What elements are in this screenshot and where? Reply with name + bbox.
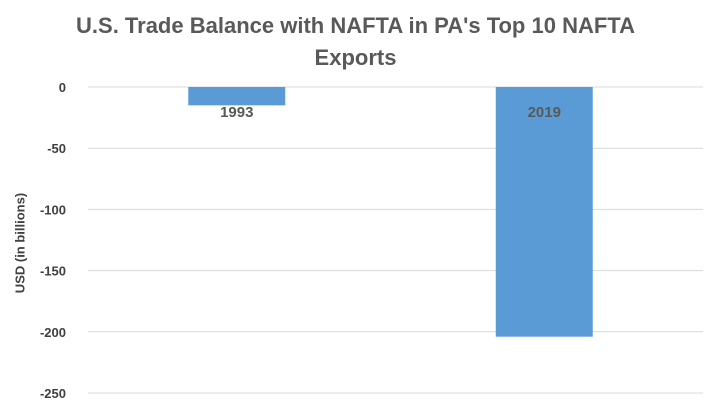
y-tick-label: -200 (40, 325, 66, 340)
chart-title: U.S. Trade Balance with NAFTA in PA's To… (0, 10, 711, 74)
bar (495, 87, 593, 337)
y-tick-label: -50 (47, 141, 66, 156)
category-label: 2019 (528, 104, 561, 121)
y-tick-label: -150 (40, 264, 66, 279)
y-tick-label: -100 (40, 202, 66, 217)
category-label: 1993 (220, 104, 253, 121)
y-tick-label: 0 (59, 80, 66, 95)
chart-title-line-2: Exports (314, 45, 397, 70)
chart-title-line-1: U.S. Trade Balance with NAFTA in PA's To… (76, 13, 635, 38)
bar (188, 87, 286, 106)
y-tick-label: -250 (40, 386, 66, 400)
